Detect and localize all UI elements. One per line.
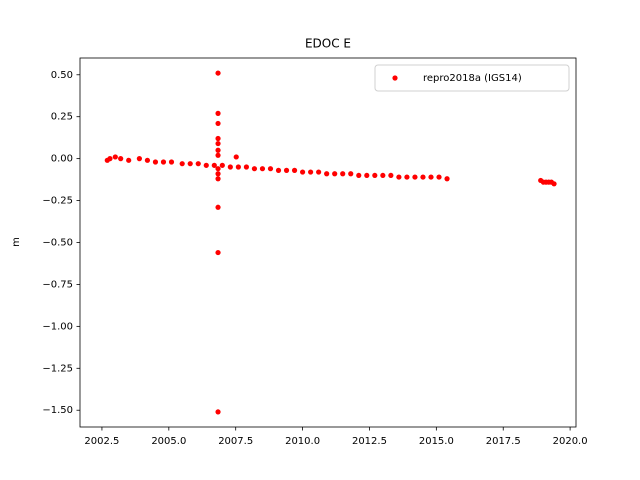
data-point [215,70,221,76]
data-point [388,172,394,179]
data-point [160,159,167,165]
legend-label: repro2018a (IGS14) [423,73,522,84]
x-tick-label: 2020.0 [553,436,588,447]
data-point [235,164,241,170]
data-point [283,167,290,173]
data-point [219,162,225,168]
data-point [324,171,330,177]
chart-title: EDOC E [305,37,351,51]
legend-marker [392,75,398,81]
y-tick-label: −1.50 [42,405,73,416]
data-point [372,172,378,179]
data-point [551,181,557,187]
y-tick-label: 0.25 [51,112,73,123]
y-tick-label: −0.25 [42,196,73,207]
data-point [420,174,426,180]
x-tick-label: 2005.0 [151,436,186,447]
data-point [215,110,221,116]
data-point [215,152,221,158]
y-tick-label: −1.25 [42,363,73,374]
data-point [215,140,221,147]
data-point [215,204,221,210]
data-point [179,161,185,167]
data-point [107,156,113,162]
data-point [428,174,434,180]
data-point [380,172,386,179]
y-tick-label: 0.50 [51,70,73,81]
data-point [215,249,221,256]
x-tick-label: 2010.0 [285,436,320,447]
data-point [316,169,322,175]
data-point [348,171,354,177]
data-point [259,166,266,172]
data-point [215,409,221,415]
legend-box [374,64,570,92]
data-point [215,171,221,177]
data-point [436,174,442,180]
data-point [340,171,346,177]
x-tick-label: 2012.5 [352,436,387,447]
y-tick-label: 0.00 [51,154,73,165]
data-point [444,176,450,182]
x-tick-label: 2015.0 [419,436,454,447]
x-tick-label: 2002.5 [84,436,119,447]
data-point [112,154,118,160]
y-tick-label: −1.00 [42,321,73,332]
data-point [211,162,217,168]
data-point [215,147,221,153]
data-point [291,167,298,173]
y-tick-label: −0.50 [42,238,73,249]
data-point [233,154,239,160]
data-point [215,166,221,172]
x-tick-label: 2017.5 [486,436,521,447]
data-point [215,120,221,127]
data-point [243,164,250,170]
data-point [215,176,221,182]
data-point [144,157,151,163]
data-point [251,166,258,172]
data-point [275,167,282,173]
data-point [126,157,132,163]
data-point [308,169,314,175]
data-point [299,169,306,175]
data-point [412,174,418,180]
x-tick-label: 2007.5 [218,436,253,447]
data-point [195,161,201,167]
data-point [136,156,142,162]
data-point [118,156,124,162]
data-point [187,161,193,167]
data-point [227,164,233,170]
data-point [215,135,221,142]
plot-frame [79,57,577,428]
data-point [203,162,209,168]
data-point [267,166,274,172]
data-point [356,172,362,179]
data-point [396,174,402,180]
y-tick-label: −0.75 [42,279,73,290]
data-point [404,174,410,180]
data-point [364,172,370,179]
data-point [332,171,338,177]
data-point [168,159,175,165]
y-axis-label: m [11,237,22,247]
data-point [152,159,159,165]
